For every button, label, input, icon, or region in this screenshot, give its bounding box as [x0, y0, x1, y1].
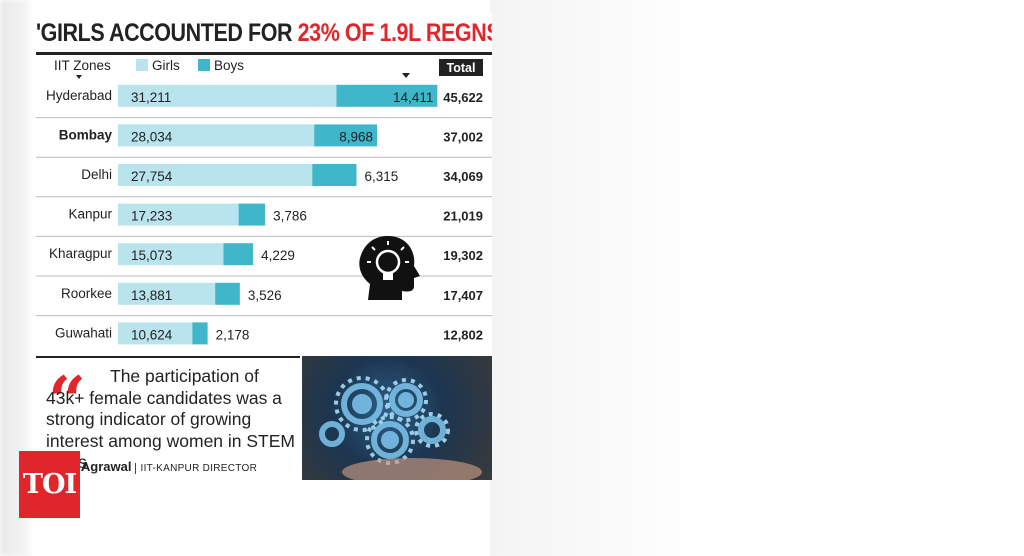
value-label-boys: 14,411 [393, 90, 433, 105]
bar-girls-guwahati [118, 322, 193, 345]
value-label-girls: 17,233 [131, 209, 172, 224]
category-label-hyderabad: Hyderabad [46, 88, 112, 103]
legend-label-girls: Girls [152, 58, 180, 73]
gears-icon [319, 376, 482, 480]
bar-girls-hyderabad [118, 84, 337, 107]
category-label-kanpur: Kanpur [68, 207, 112, 222]
quote-role: IIT-KANPUR DIRECTOR [135, 463, 258, 474]
stacked-bar-chart: IIT Zones Girls Boys Total Hyderabad 31,211 14… [36, 58, 492, 345]
total-header-bg [439, 59, 483, 76]
quote-box: “ The participation of 43k+ female candi… [36, 356, 300, 482]
value-label-boys: 3,786 [273, 209, 307, 224]
bar-boys-bombay [314, 124, 378, 147]
headline-rule [36, 52, 492, 55]
bar-girls-kanpur [118, 203, 239, 226]
value-label-girls: 13,881 [131, 288, 172, 303]
legend-arrow [402, 73, 410, 78]
total-label: 17,407 [443, 288, 483, 303]
bar-boys-kharagpur [223, 243, 254, 266]
head-lightbulb-icon [359, 236, 420, 300]
bar-girls-bombay [118, 124, 315, 147]
value-label-boys: 2,178 [216, 327, 250, 342]
category-label-guwahati: Guwahati [55, 325, 112, 340]
bar-boys-roorkee [215, 282, 240, 305]
bar-girls-delhi [118, 164, 313, 186]
value-label-girls: 27,754 [131, 169, 173, 184]
category-label-bombay: Bombay [59, 127, 113, 142]
value-label-boys: 4,229 [261, 248, 295, 263]
category-label-delhi: Delhi [81, 167, 112, 182]
bar-boys-hyderabad [336, 84, 438, 107]
category-header: IIT Zones [54, 58, 111, 73]
background-blur-right [490, 0, 1024, 556]
infographic-card: 'GIRLS ACCOUNTED FOR 23% OF 1.9L REGNS' … [36, 14, 492, 482]
category-label-roorkee: Roorkee [61, 286, 112, 301]
quote-mark-icon: “ [48, 362, 86, 440]
category-header-arrow [76, 75, 82, 79]
value-label-girls: 10,624 [131, 327, 173, 342]
bar-boys-guwahati [192, 322, 208, 345]
value-label-boys: 8,968 [339, 129, 373, 144]
gears-hand-photo [302, 356, 492, 480]
value-label-girls: 15,073 [131, 248, 172, 263]
legend-swatch-boys [198, 59, 210, 71]
total-label: 21,019 [443, 209, 483, 224]
bar-girls-kharagpur [118, 243, 224, 266]
legend-swatch-girls [136, 59, 148, 71]
total-label: 34,069 [443, 169, 483, 184]
headline-highlight: 23% OF 1.9L REGNS' [297, 19, 492, 47]
bar-boys-kanpur [238, 203, 266, 226]
total-label: 19,302 [443, 248, 483, 263]
category-label-kharagpur: Kharagpur [49, 246, 113, 261]
total-label: 45,622 [443, 90, 483, 105]
headline: 'GIRLS ACCOUNTED FOR 23% OF 1.9L REGNS' [36, 14, 492, 50]
bar-boys-delhi [312, 164, 357, 186]
bar-girls-roorkee [118, 282, 216, 305]
headline-part1: 'GIRLS ACCOUNTED FOR [36, 19, 298, 47]
quote-text: The participation of 43k+ female candida… [46, 366, 295, 472]
value-label-girls: 28,034 [131, 129, 173, 144]
total-label: 12,802 [443, 327, 483, 342]
value-label-boys: 3,526 [248, 288, 282, 303]
total-label: 37,002 [443, 129, 483, 144]
legend-label-boys: Boys [214, 58, 244, 73]
total-header: Total [447, 61, 476, 75]
value-label-girls: 31,211 [131, 90, 171, 105]
toi-logo: TOI [19, 451, 80, 518]
value-label-boys: 6,315 [364, 169, 398, 184]
